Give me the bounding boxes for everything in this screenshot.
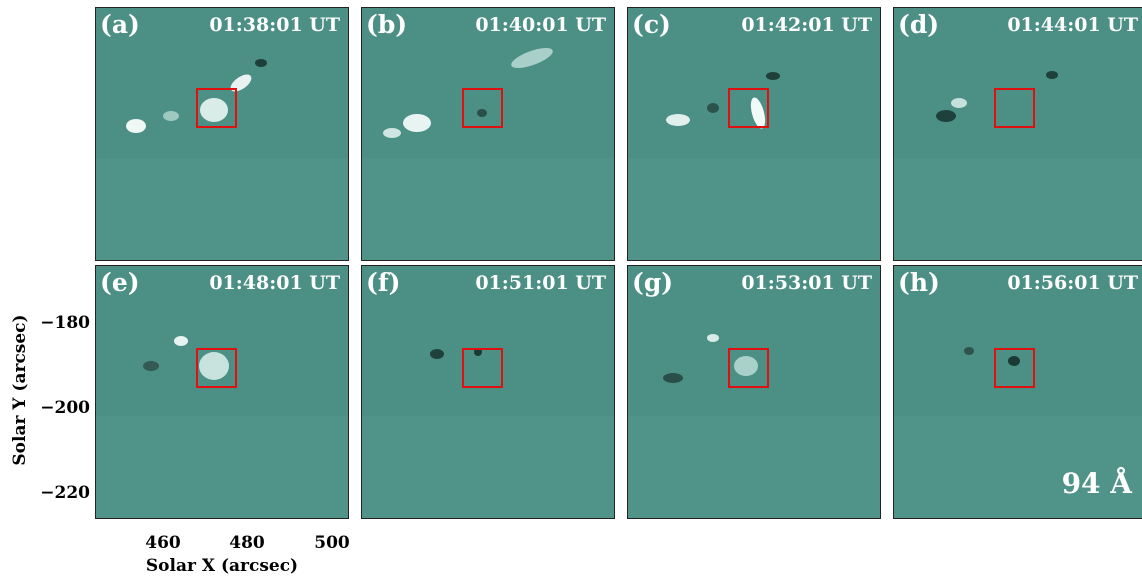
panel-time: 01:40:01 UT (475, 14, 606, 36)
panel-b: (b) 01:40:01 UT (361, 7, 615, 261)
panel-image (362, 8, 614, 260)
region-box (196, 348, 237, 388)
region-box (462, 348, 503, 388)
panel-image (894, 266, 1142, 518)
panel-label: (d) (898, 10, 940, 39)
x-tick-label: 500 (314, 533, 350, 553)
panel-time: 01:44:01 UT (1007, 14, 1138, 36)
y-tick-label: −180 (40, 313, 90, 333)
y-tick-label: −220 (40, 483, 90, 503)
panel-label: (c) (632, 10, 671, 39)
region-box (994, 348, 1035, 388)
region-box (994, 88, 1035, 128)
panel-f: (f) 01:51:01 UT (361, 265, 615, 519)
region-box (728, 88, 769, 128)
panel-time: 01:51:01 UT (475, 272, 606, 294)
panel-time: 01:56:01 UT (1007, 272, 1138, 294)
panel-image (362, 266, 614, 518)
panel-c: (c) 01:42:01 UT (627, 7, 881, 261)
panel-time: 01:53:01 UT (741, 272, 872, 294)
panel-g: (g) 01:53:01 UT (627, 265, 881, 519)
panel-time: 01:42:01 UT (741, 14, 872, 36)
region-box (728, 348, 769, 388)
panel-time: 01:38:01 UT (209, 14, 340, 36)
panel-image (96, 266, 348, 518)
panel-e: (e) 01:48:01 UT (95, 265, 349, 519)
panel-label: (g) (632, 268, 674, 297)
panel-label: (e) (100, 268, 140, 297)
x-axis-label: Solar X (arcsec) (145, 556, 299, 576)
panel-time: 01:48:01 UT (209, 272, 340, 294)
panel-h: (h) 01:56:01 UT 94 Å (893, 265, 1142, 519)
panel-d: (d) 01:44:01 UT (893, 7, 1142, 261)
panel-a: (a) 01:38:01 UT (95, 7, 349, 261)
y-axis-label: Solar Y (arcsec) (10, 314, 30, 466)
panel-image (96, 8, 348, 260)
wavelength-label: 94 Å (1061, 467, 1132, 500)
panel-image (628, 266, 880, 518)
panel-label: (h) (898, 268, 940, 297)
panel-label: (a) (100, 10, 140, 39)
panel-label: (f) (366, 268, 401, 297)
panel-label: (b) (366, 10, 408, 39)
y-tick-label: −200 (40, 398, 90, 418)
x-tick-label: 480 (229, 533, 265, 553)
region-box (462, 88, 503, 128)
panel-image (894, 8, 1142, 260)
panel-image (628, 8, 880, 260)
region-box (196, 88, 237, 128)
x-tick-label: 460 (145, 533, 181, 553)
